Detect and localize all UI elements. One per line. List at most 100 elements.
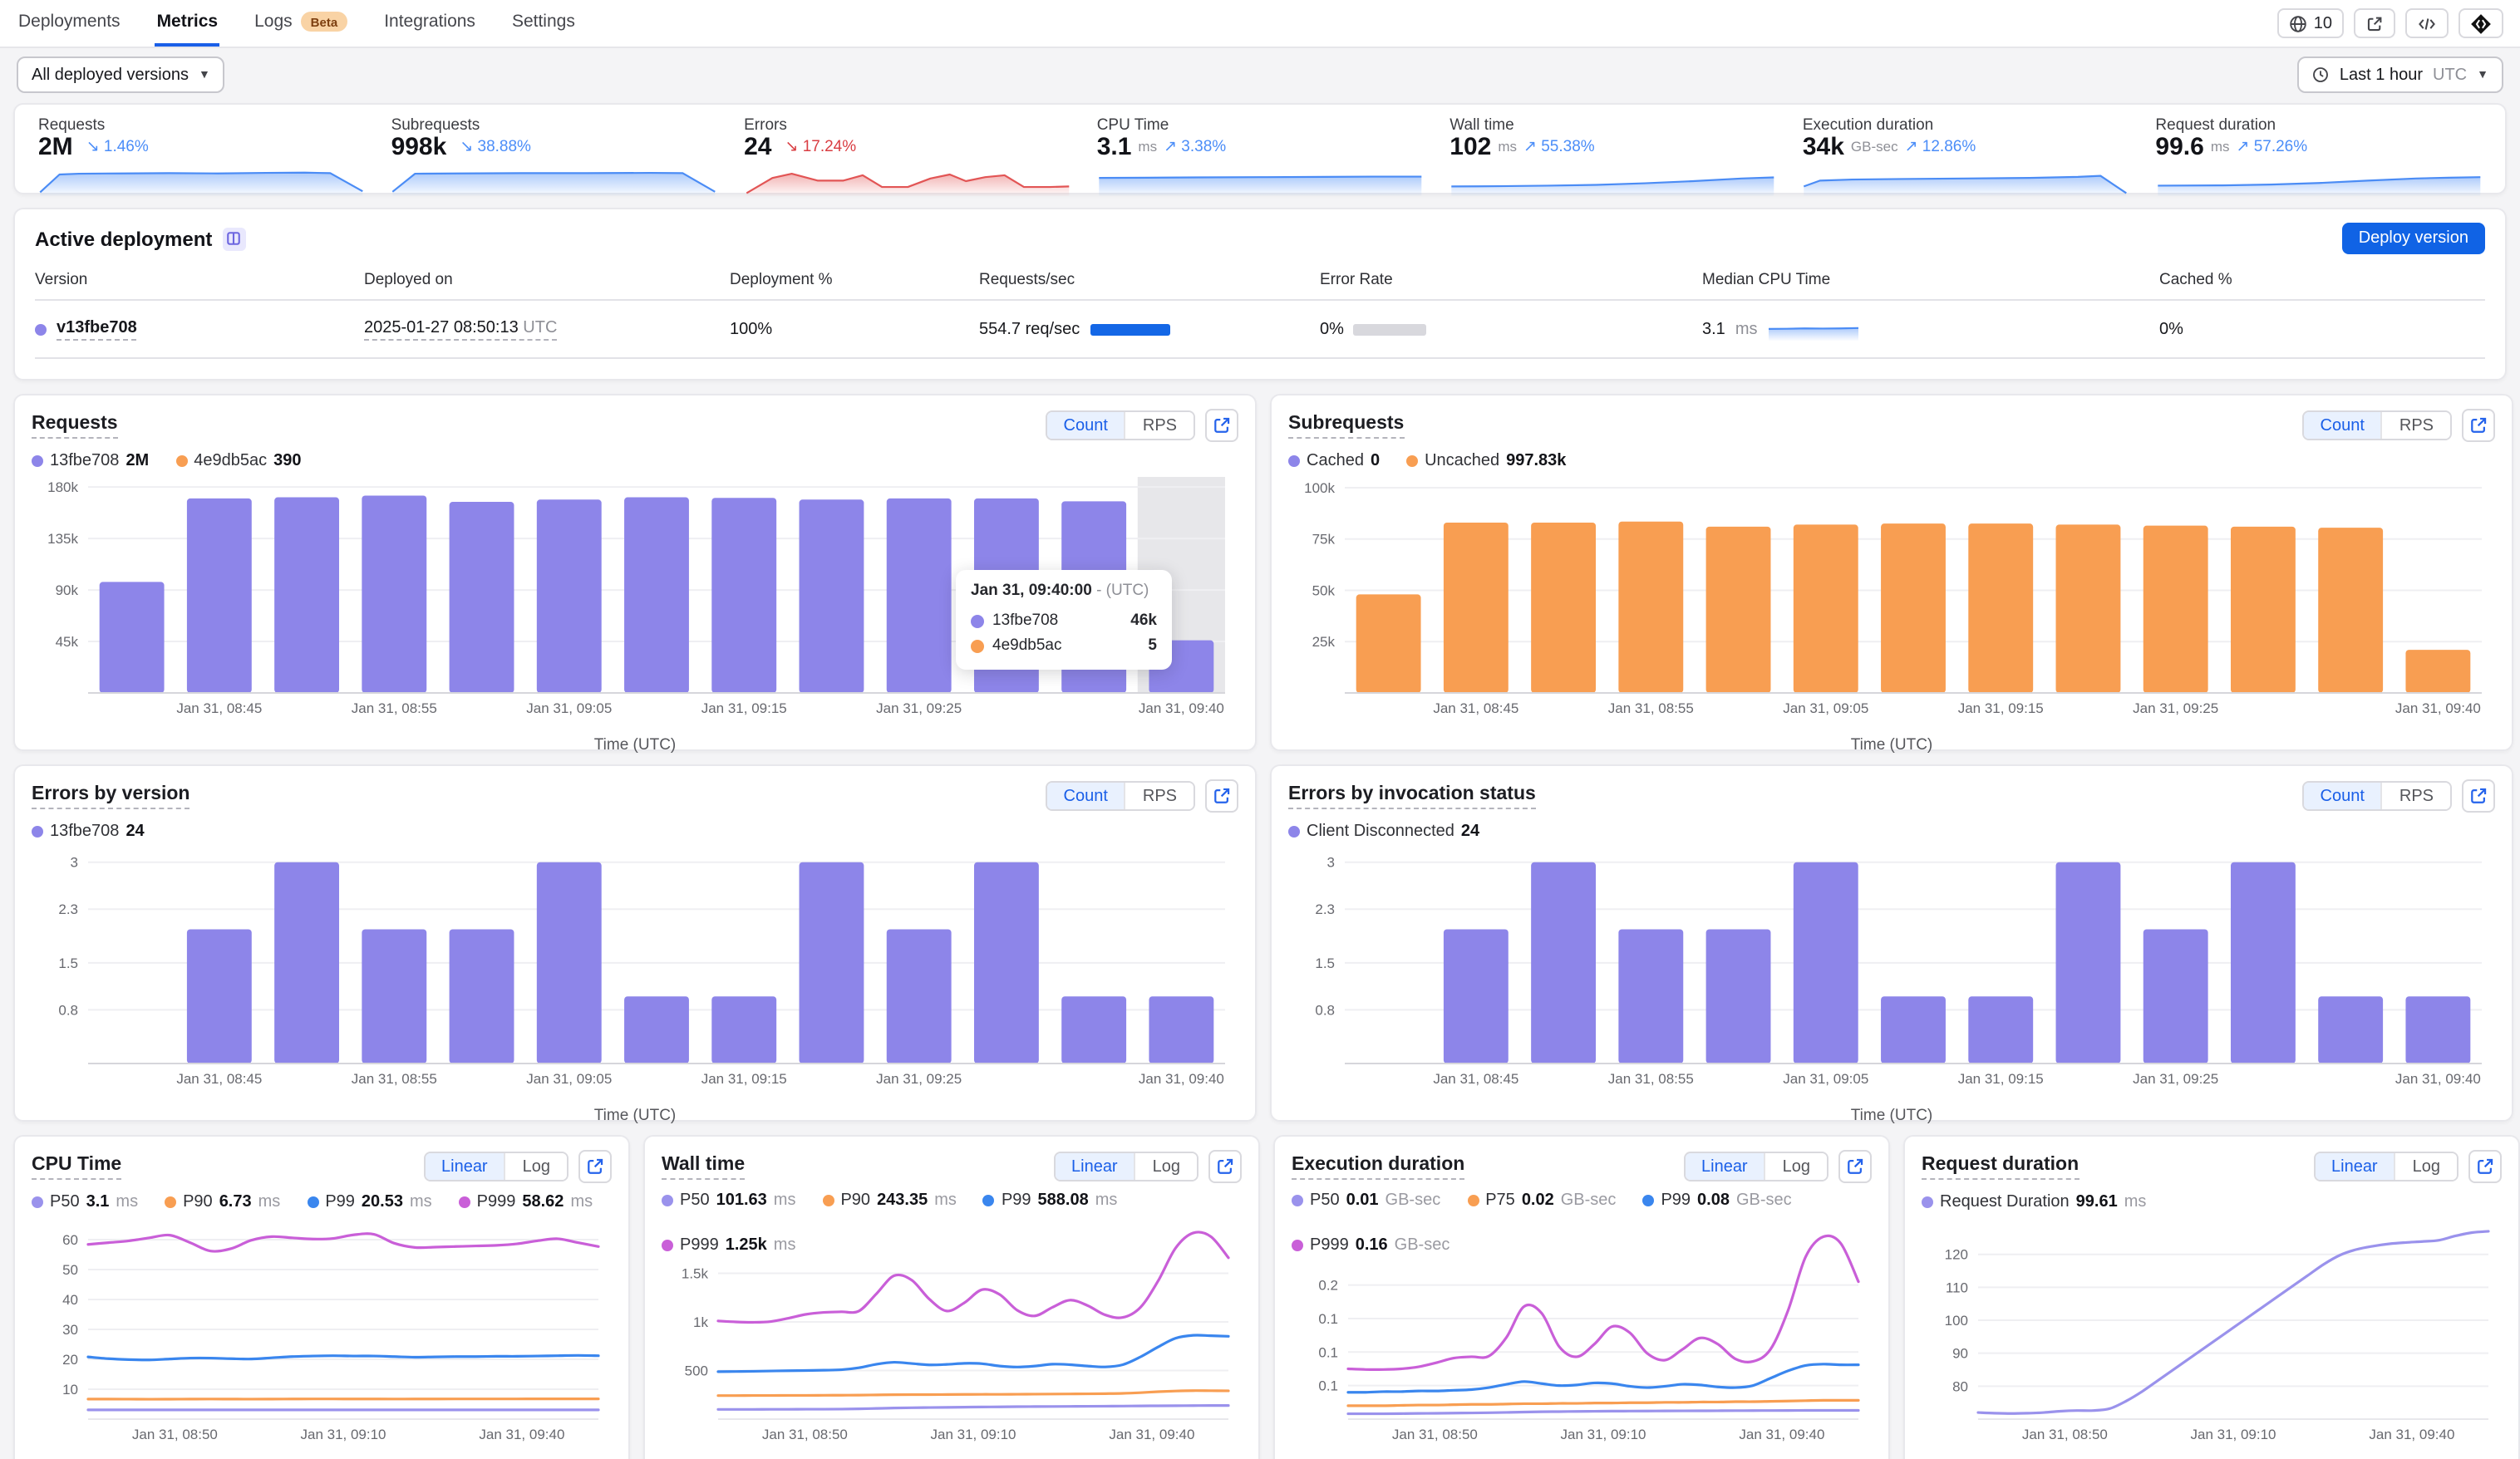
tab-metrics[interactable]: Metrics [155, 0, 220, 47]
bar[interactable] [799, 499, 864, 693]
expand-chart-button[interactable] [1205, 409, 1238, 442]
deploy-version-button[interactable]: Deploy version [2341, 223, 2485, 254]
bar[interactable] [449, 929, 514, 1064]
bar[interactable] [274, 862, 340, 1064]
toggle-rps[interactable]: RPS [1124, 783, 1194, 809]
open-external-button[interactable] [2354, 8, 2395, 38]
toggle-count[interactable]: Count [1046, 412, 1125, 439]
bar[interactable] [2405, 650, 2471, 693]
bar[interactable] [624, 497, 689, 693]
bar[interactable] [536, 499, 602, 693]
bar[interactable] [1531, 522, 1597, 693]
legend-item[interactable]: Cached 0 [1288, 451, 1380, 469]
bar[interactable] [711, 498, 777, 693]
toggle-linear[interactable]: Linear [2315, 1153, 2394, 1180]
legend-item[interactable]: P90 243.35 ms [822, 1191, 957, 1210]
bar[interactable] [1705, 526, 1771, 693]
toggle-linear[interactable]: Linear [1685, 1153, 1764, 1180]
bar[interactable] [1356, 594, 1421, 693]
toggle-rps[interactable]: RPS [1124, 412, 1194, 439]
bar[interactable] [1881, 996, 1946, 1064]
workers-logo-button[interactable] [2458, 8, 2503, 38]
legend-item[interactable]: P50 101.63 ms [662, 1191, 795, 1210]
expand-chart-button[interactable] [1838, 1150, 1872, 1183]
legend-item[interactable]: Uncached 997.83k [1406, 451, 1566, 469]
tab-integrations[interactable]: Integrations [384, 12, 475, 32]
version-filter-dropdown[interactable]: All deployed versions ▼ [17, 56, 225, 93]
bar[interactable] [536, 862, 602, 1064]
toggle-log[interactable]: Log [2394, 1153, 2457, 1180]
legend-item[interactable]: P50 0.01 GB-sec [1292, 1191, 1440, 1210]
legend-item[interactable]: 13fbe708 24 [32, 822, 145, 840]
subrequests-bar-chart[interactable]: 25k 50k 75k 100k Jan 31, 08:45 Jan 31, 08:55 J… [1288, 474, 2495, 723]
toggle-count[interactable]: Count [1046, 783, 1125, 809]
bar[interactable] [1881, 523, 1946, 693]
bar[interactable] [1149, 996, 1214, 1064]
bar[interactable] [1061, 996, 1127, 1064]
legend-item[interactable]: P999 58.62 ms [458, 1192, 593, 1211]
bar[interactable] [2405, 996, 2471, 1064]
request-duration-line-chart[interactable]: 80 90 100 110 120 Jan 31, 08:50 Jan 31, 09:10 J… [1922, 1215, 2502, 1449]
bar[interactable] [624, 996, 689, 1064]
bar[interactable] [1968, 523, 2034, 693]
bar[interactable] [99, 582, 165, 693]
bar[interactable] [1618, 521, 1684, 693]
bar[interactable] [1618, 929, 1684, 1064]
bar[interactable] [1968, 996, 2034, 1064]
bar[interactable] [1531, 862, 1597, 1064]
deployment-info-icon[interactable] [222, 227, 246, 250]
legend-item[interactable]: P90 6.73 ms [165, 1192, 280, 1211]
legend-item[interactable]: Request Duration 99.61 ms [1922, 1192, 2146, 1211]
wall-time-line-chart[interactable]: 500 1k 1.5k Jan 31, 08:50 Jan 31, 09:10 Jan 3… [662, 1215, 1242, 1449]
bar[interactable] [186, 498, 252, 693]
toggle-count[interactable]: Count [2303, 783, 2381, 809]
legend-item[interactable]: 4e9db5ac 390 [175, 451, 302, 469]
version-link[interactable]: v13fbe708 [57, 318, 137, 340]
bar[interactable] [1443, 522, 1509, 693]
legend-item[interactable]: P99 20.53 ms [307, 1192, 432, 1211]
legend-item[interactable]: P999 0.16 GB-sec [1292, 1236, 1449, 1255]
toggle-log[interactable]: Log [504, 1153, 567, 1180]
legend-item[interactable]: P50 3.1 ms [32, 1192, 138, 1211]
tab-logs[interactable]: Logs Beta [253, 0, 349, 47]
instances-button[interactable]: 10 [2276, 8, 2344, 38]
bar[interactable] [1705, 929, 1771, 1064]
expand-chart-button[interactable] [2462, 409, 2495, 442]
legend-item[interactable]: P99 0.08 GB-sec [1642, 1191, 1792, 1210]
bar[interactable] [2055, 862, 2121, 1064]
bar[interactable] [362, 495, 427, 693]
legend-item[interactable]: P99 588.08 ms [982, 1191, 1117, 1210]
errors-by-version-bar-chart[interactable]: 0.8 1.5 2.3 3 Jan 31, 08:45 Jan 31, 08:55 Jan … [32, 844, 1238, 1093]
bar[interactable] [186, 929, 252, 1064]
bar[interactable] [1793, 862, 1858, 1064]
expand-chart-button[interactable] [1205, 779, 1238, 813]
time-range-dropdown[interactable]: Last 1 hour UTC ▼ [2297, 56, 2503, 93]
bar[interactable] [973, 862, 1039, 1064]
bar[interactable] [886, 498, 952, 693]
bar[interactable] [1793, 524, 1858, 693]
bar[interactable] [2143, 929, 2208, 1064]
toggle-rps[interactable]: RPS [2380, 783, 2450, 809]
legend-item[interactable]: P75 0.02 GB-sec [1467, 1191, 1616, 1210]
legend-item[interactable]: 13fbe708 2M [32, 451, 149, 469]
bar[interactable] [449, 502, 514, 693]
toggle-log[interactable]: Log [1764, 1153, 1827, 1180]
bar[interactable] [886, 929, 952, 1064]
expand-chart-button[interactable] [2468, 1150, 2502, 1183]
bar[interactable] [2055, 524, 2121, 693]
deployed-on-value[interactable]: 2025-01-27 08:50:13 UTC [364, 318, 558, 340]
errors-by-status-bar-chart[interactable]: 0.8 1.5 2.3 3 Jan 31, 08:45 Jan 31, 08:55 Jan … [1288, 844, 2495, 1093]
bar[interactable] [711, 996, 777, 1064]
toggle-log[interactable]: Log [1134, 1153, 1197, 1180]
bar[interactable] [799, 862, 864, 1064]
toggle-rps[interactable]: RPS [2380, 412, 2450, 439]
bar[interactable] [2230, 526, 2296, 693]
legend-item[interactable]: P999 1.25k ms [662, 1236, 795, 1255]
toggle-linear[interactable]: Linear [425, 1153, 504, 1180]
bar[interactable] [2230, 862, 2296, 1064]
toggle-linear[interactable]: Linear [1055, 1153, 1134, 1180]
legend-item[interactable]: Client Disconnected 24 [1288, 822, 1479, 840]
bar[interactable] [2318, 996, 2384, 1064]
expand-chart-button[interactable] [1208, 1150, 1242, 1183]
bar[interactable] [2318, 528, 2384, 693]
